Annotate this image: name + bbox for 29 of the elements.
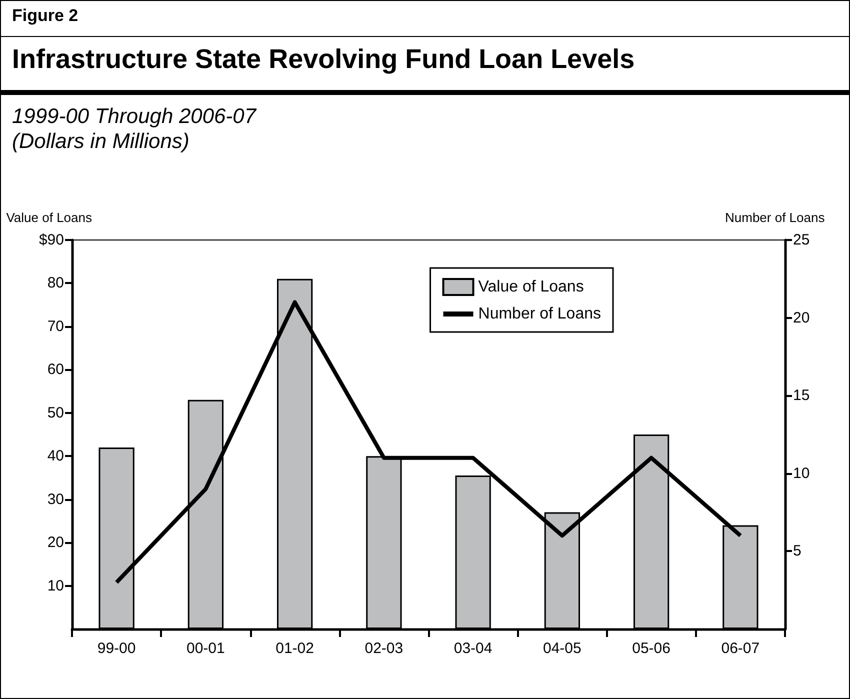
x-tick-label: 05-06	[632, 640, 670, 657]
y-tick-label: 80	[47, 274, 64, 292]
y-tick-label: 20	[47, 534, 64, 552]
x-tick-label: 99-00	[97, 640, 136, 657]
x-tick-label: 00-01	[186, 640, 225, 657]
y-tick-label: 30	[47, 490, 64, 508]
legend-label: Value of Loans	[478, 278, 584, 296]
y-tick-label: 60	[47, 361, 64, 378]
y2-tick-label: 15	[793, 387, 810, 404]
y2-tick-label: 25	[793, 232, 810, 248]
x-tick-label: 02-03	[364, 640, 404, 657]
y-tick-label: 40	[47, 448, 64, 465]
y-tick-label: $90	[38, 232, 64, 248]
y2-axis-title: Number of Loans	[725, 210, 826, 225]
chart-subtitle: 1999-00 Through 2006-07 (Dollars in Millions)	[12, 104, 256, 154]
y2-tick-label: 20	[793, 309, 810, 326]
y-tick-label: 10	[47, 577, 64, 594]
chart-title: Infrastructure State Revolving Fund Loan Levels	[12, 44, 635, 75]
y2-tick-label: 5	[793, 542, 802, 560]
legend-label: Number of Loans	[478, 306, 601, 322]
y-tick-label: 70	[47, 318, 64, 335]
y-axis-title: Value of Loans	[6, 210, 92, 225]
x-tick-label: 01-02	[276, 640, 314, 657]
y2-tick-label: 10	[793, 464, 810, 482]
x-tick-label: 06-07	[721, 640, 760, 657]
x-tick-label: 03-04	[454, 640, 492, 657]
x-tick-label: 04-05	[543, 640, 582, 657]
y-tick-label: 50	[47, 404, 64, 422]
caption: Figure 2	[12, 6, 78, 26]
